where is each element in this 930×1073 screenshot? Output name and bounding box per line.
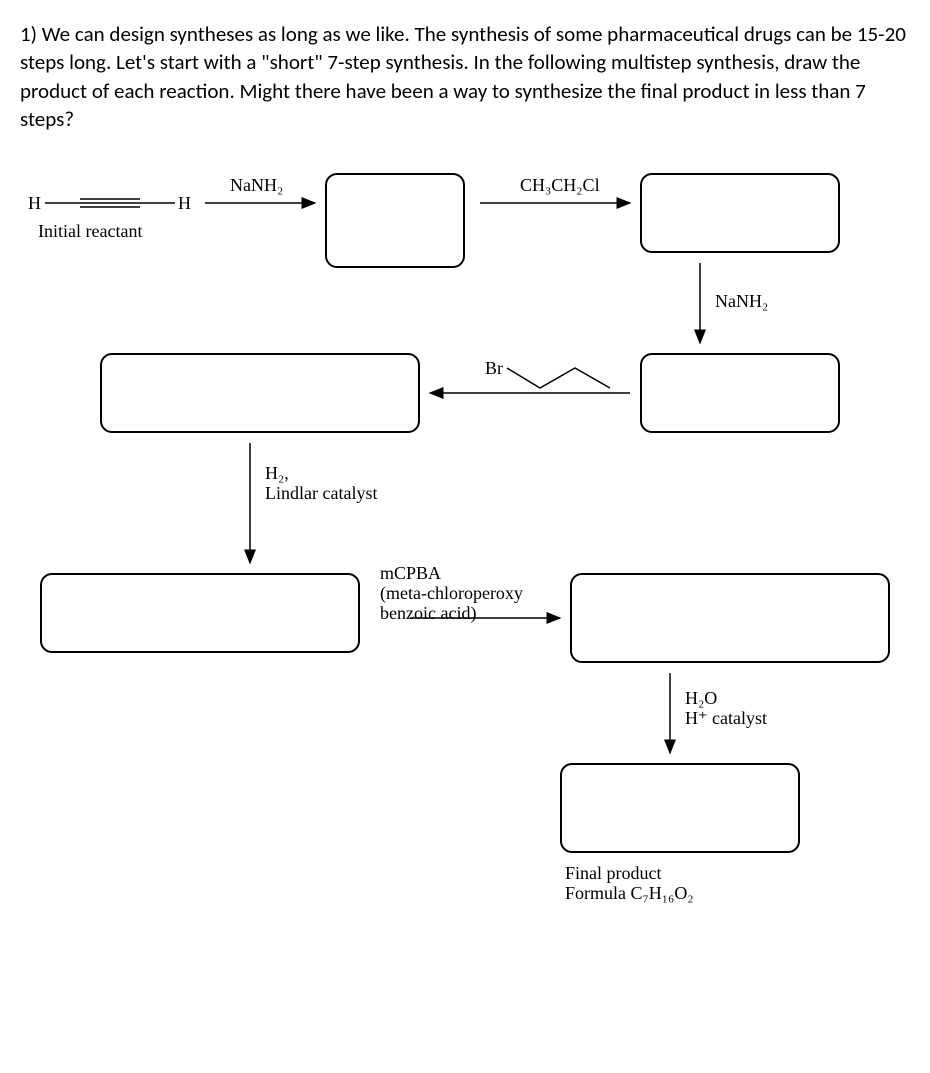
product-box-1 <box>325 173 465 268</box>
reagent-step6-l3: benzoic acid) <box>380 603 476 625</box>
product-box-2 <box>640 173 840 253</box>
reagent-step5-l2: Lindlar catalyst <box>265 483 377 505</box>
question-text: 1) We can design syntheses as long as we… <box>20 20 910 133</box>
final-product-label-1: Final product <box>565 863 662 885</box>
reagent-step5-l1: H₂, <box>265 463 289 485</box>
reagent-step1: NaNH₂ <box>230 175 283 197</box>
product-box-7 <box>560 763 800 853</box>
synthesis-diagram: H H Initial reactant NaNH₂ CH₃CH₂Cl NaNH… <box>20 163 910 1053</box>
reagent-step3: NaNH₂ <box>715 291 768 313</box>
reagent-step6-l2: (meta-chloroperoxy <box>380 583 523 605</box>
final-product-label-2: Formula C₇H₁₆O₂ <box>565 883 694 905</box>
product-box-3 <box>640 353 840 433</box>
initial-h-right: H <box>178 193 191 215</box>
reagent-step2: CH₃CH₂Cl <box>520 175 600 197</box>
initial-h-left: H <box>28 193 41 215</box>
reagent-step7-l2: H⁺ catalyst <box>685 708 767 730</box>
reagent-step7-l1: H₂O <box>685 688 717 710</box>
product-box-5 <box>40 573 360 653</box>
reagent-step4-br: Br <box>485 358 503 380</box>
product-box-6 <box>570 573 890 663</box>
product-box-4 <box>100 353 420 433</box>
initial-reactant-label: Initial reactant <box>38 221 142 243</box>
reagent-step6-l1: mCPBA <box>380 563 441 585</box>
